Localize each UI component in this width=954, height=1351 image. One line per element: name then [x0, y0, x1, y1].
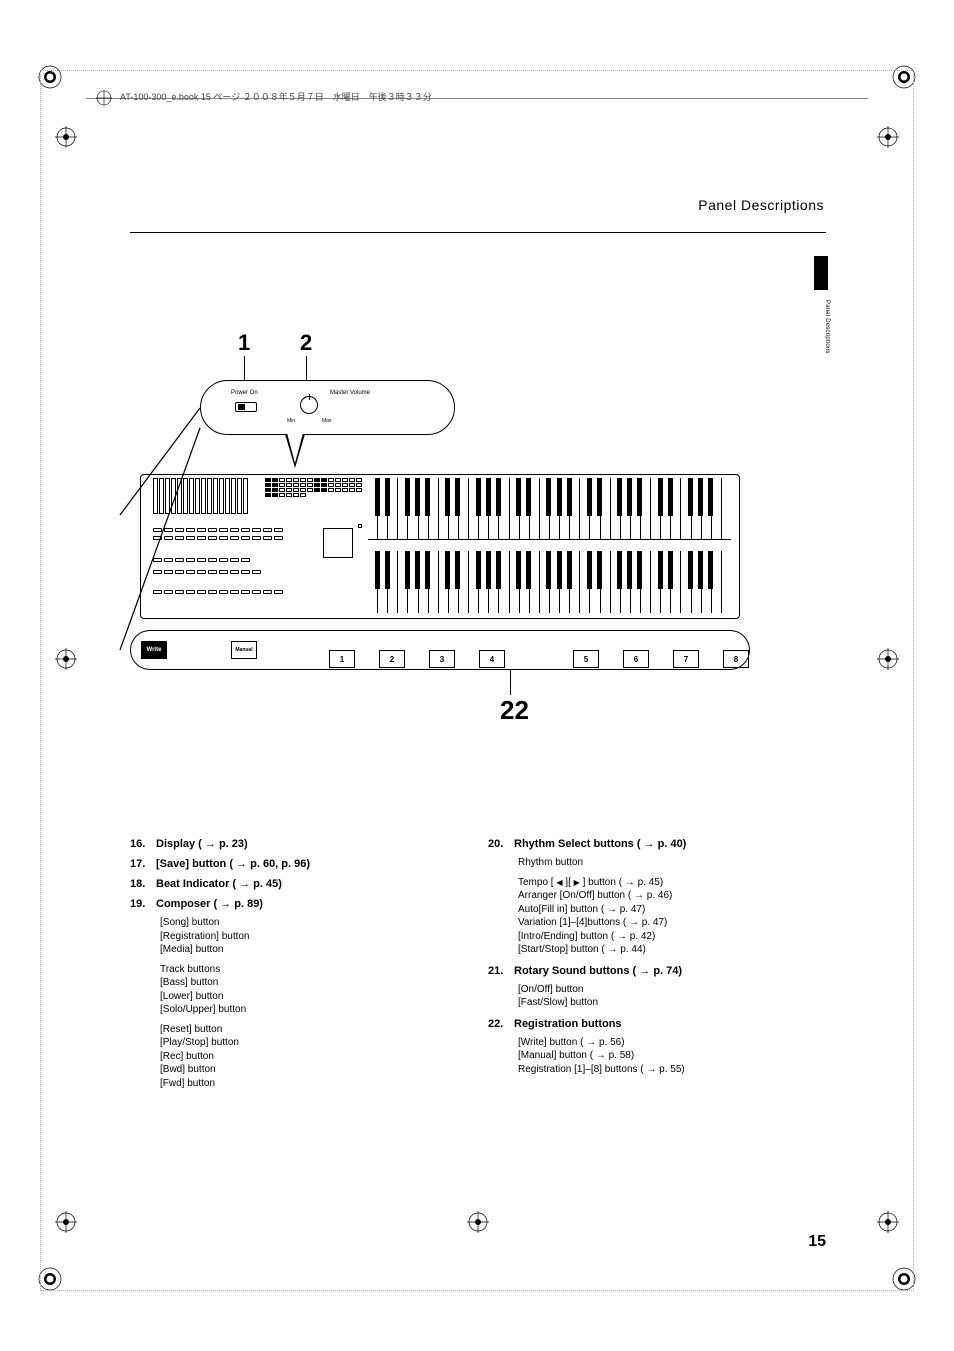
list-item: 20.Rhythm Select buttons ( → p. 40)Rhyth…: [488, 838, 818, 957]
sub-group: [Write] button ( → p. 56)[Manual] button…: [518, 1036, 818, 1077]
display-icon: [323, 528, 353, 558]
sub-group: Rhythm button: [518, 856, 818, 870]
right-column: 20.Rhythm Select buttons ( → p. 40)Rhyth…: [488, 838, 818, 1098]
header-reg-icon: [96, 90, 112, 106]
registration-button-5: 5: [573, 650, 599, 668]
list-item: 22.Registration buttons[Write] button ( …: [488, 1018, 818, 1077]
button-row-icon: [153, 536, 283, 540]
sub-group: Tempo [ ◀ ][ ▶ ] button ( → p. 45)Arrang…: [518, 876, 818, 957]
keyboard-icon: [368, 478, 731, 613]
sub-group: [Song] button[Registration] button[Media…: [160, 916, 460, 957]
list-item: 17.[Save] button ( → p. 60, p. 96): [130, 858, 460, 870]
thumb-tab: [814, 256, 828, 290]
registration-row: Write Manual 1 2 3 4 5 6 7 8: [130, 630, 750, 670]
callout-2: 2: [300, 330, 312, 356]
volume-label: Master Volume: [330, 390, 370, 396]
list-item: 18.Beat Indicator ( → p. 45): [130, 878, 460, 890]
page-number: 15: [808, 1233, 826, 1251]
description-columns: 16.Display ( → p. 23) 17.[Save] button ( …: [130, 838, 830, 1098]
callout-line: [510, 670, 511, 695]
power-switch-icon: [235, 402, 257, 412]
registration-button-6: 6: [623, 650, 649, 668]
title-rule: [130, 232, 826, 233]
print-header: AT-100-300_e.book 15 ページ ２００８年５月７日 水曜日 午…: [120, 90, 432, 103]
manual-button: Manual: [231, 641, 257, 659]
registration-button-4: 4: [479, 650, 505, 668]
button-row-icon: [153, 590, 283, 594]
power-label: Power On: [231, 390, 258, 396]
sub-group: Track buttons[Bass] button[Lower] button…: [160, 963, 460, 1017]
registration-button-8: 8: [723, 650, 749, 668]
list-item: 16.Display ( → p. 23): [130, 838, 460, 850]
callout-22: 22: [500, 695, 529, 726]
callout-tail: [285, 434, 305, 468]
button-row-icon: [153, 558, 250, 562]
registration-button-7: 7: [673, 650, 699, 668]
panel-left: [153, 478, 368, 613]
write-button: Write: [141, 641, 167, 659]
min-label: Min: [287, 418, 295, 424]
list-item: 19.Composer ( → p. 89)[Song] button[Regi…: [130, 898, 460, 1090]
left-column: 16.Display ( → p. 23) 17.[Save] button ( …: [130, 838, 460, 1098]
registration-button-2: 2: [379, 650, 405, 668]
control-panel: [140, 474, 740, 619]
list-item: 21.Rotary Sound buttons ( → p. 74)[On/Of…: [488, 965, 818, 1010]
max-label: Max: [322, 418, 331, 424]
sub-group: [Reset] button[Play/Stop] button[Rec] bu…: [160, 1023, 460, 1091]
dot-icon: [358, 524, 362, 528]
button-row-icon: [153, 570, 261, 574]
sliders-icon: [153, 478, 258, 516]
side-label: Panel Descriptions: [824, 300, 830, 354]
section-title: Panel Descriptions: [698, 197, 824, 213]
button-row-icon: [153, 528, 283, 532]
registration-button-3: 3: [429, 650, 455, 668]
volume-knob-icon: [300, 396, 318, 414]
button-grid-icon: [265, 478, 363, 497]
sub-group: [On/Off] button[Fast/Slow] button: [518, 983, 818, 1010]
panel-diagram: 1 2 Power On Master Volume Min Max Writ: [130, 330, 738, 730]
registration-button-1: 1: [329, 650, 355, 668]
callout-1: 1: [238, 330, 250, 356]
